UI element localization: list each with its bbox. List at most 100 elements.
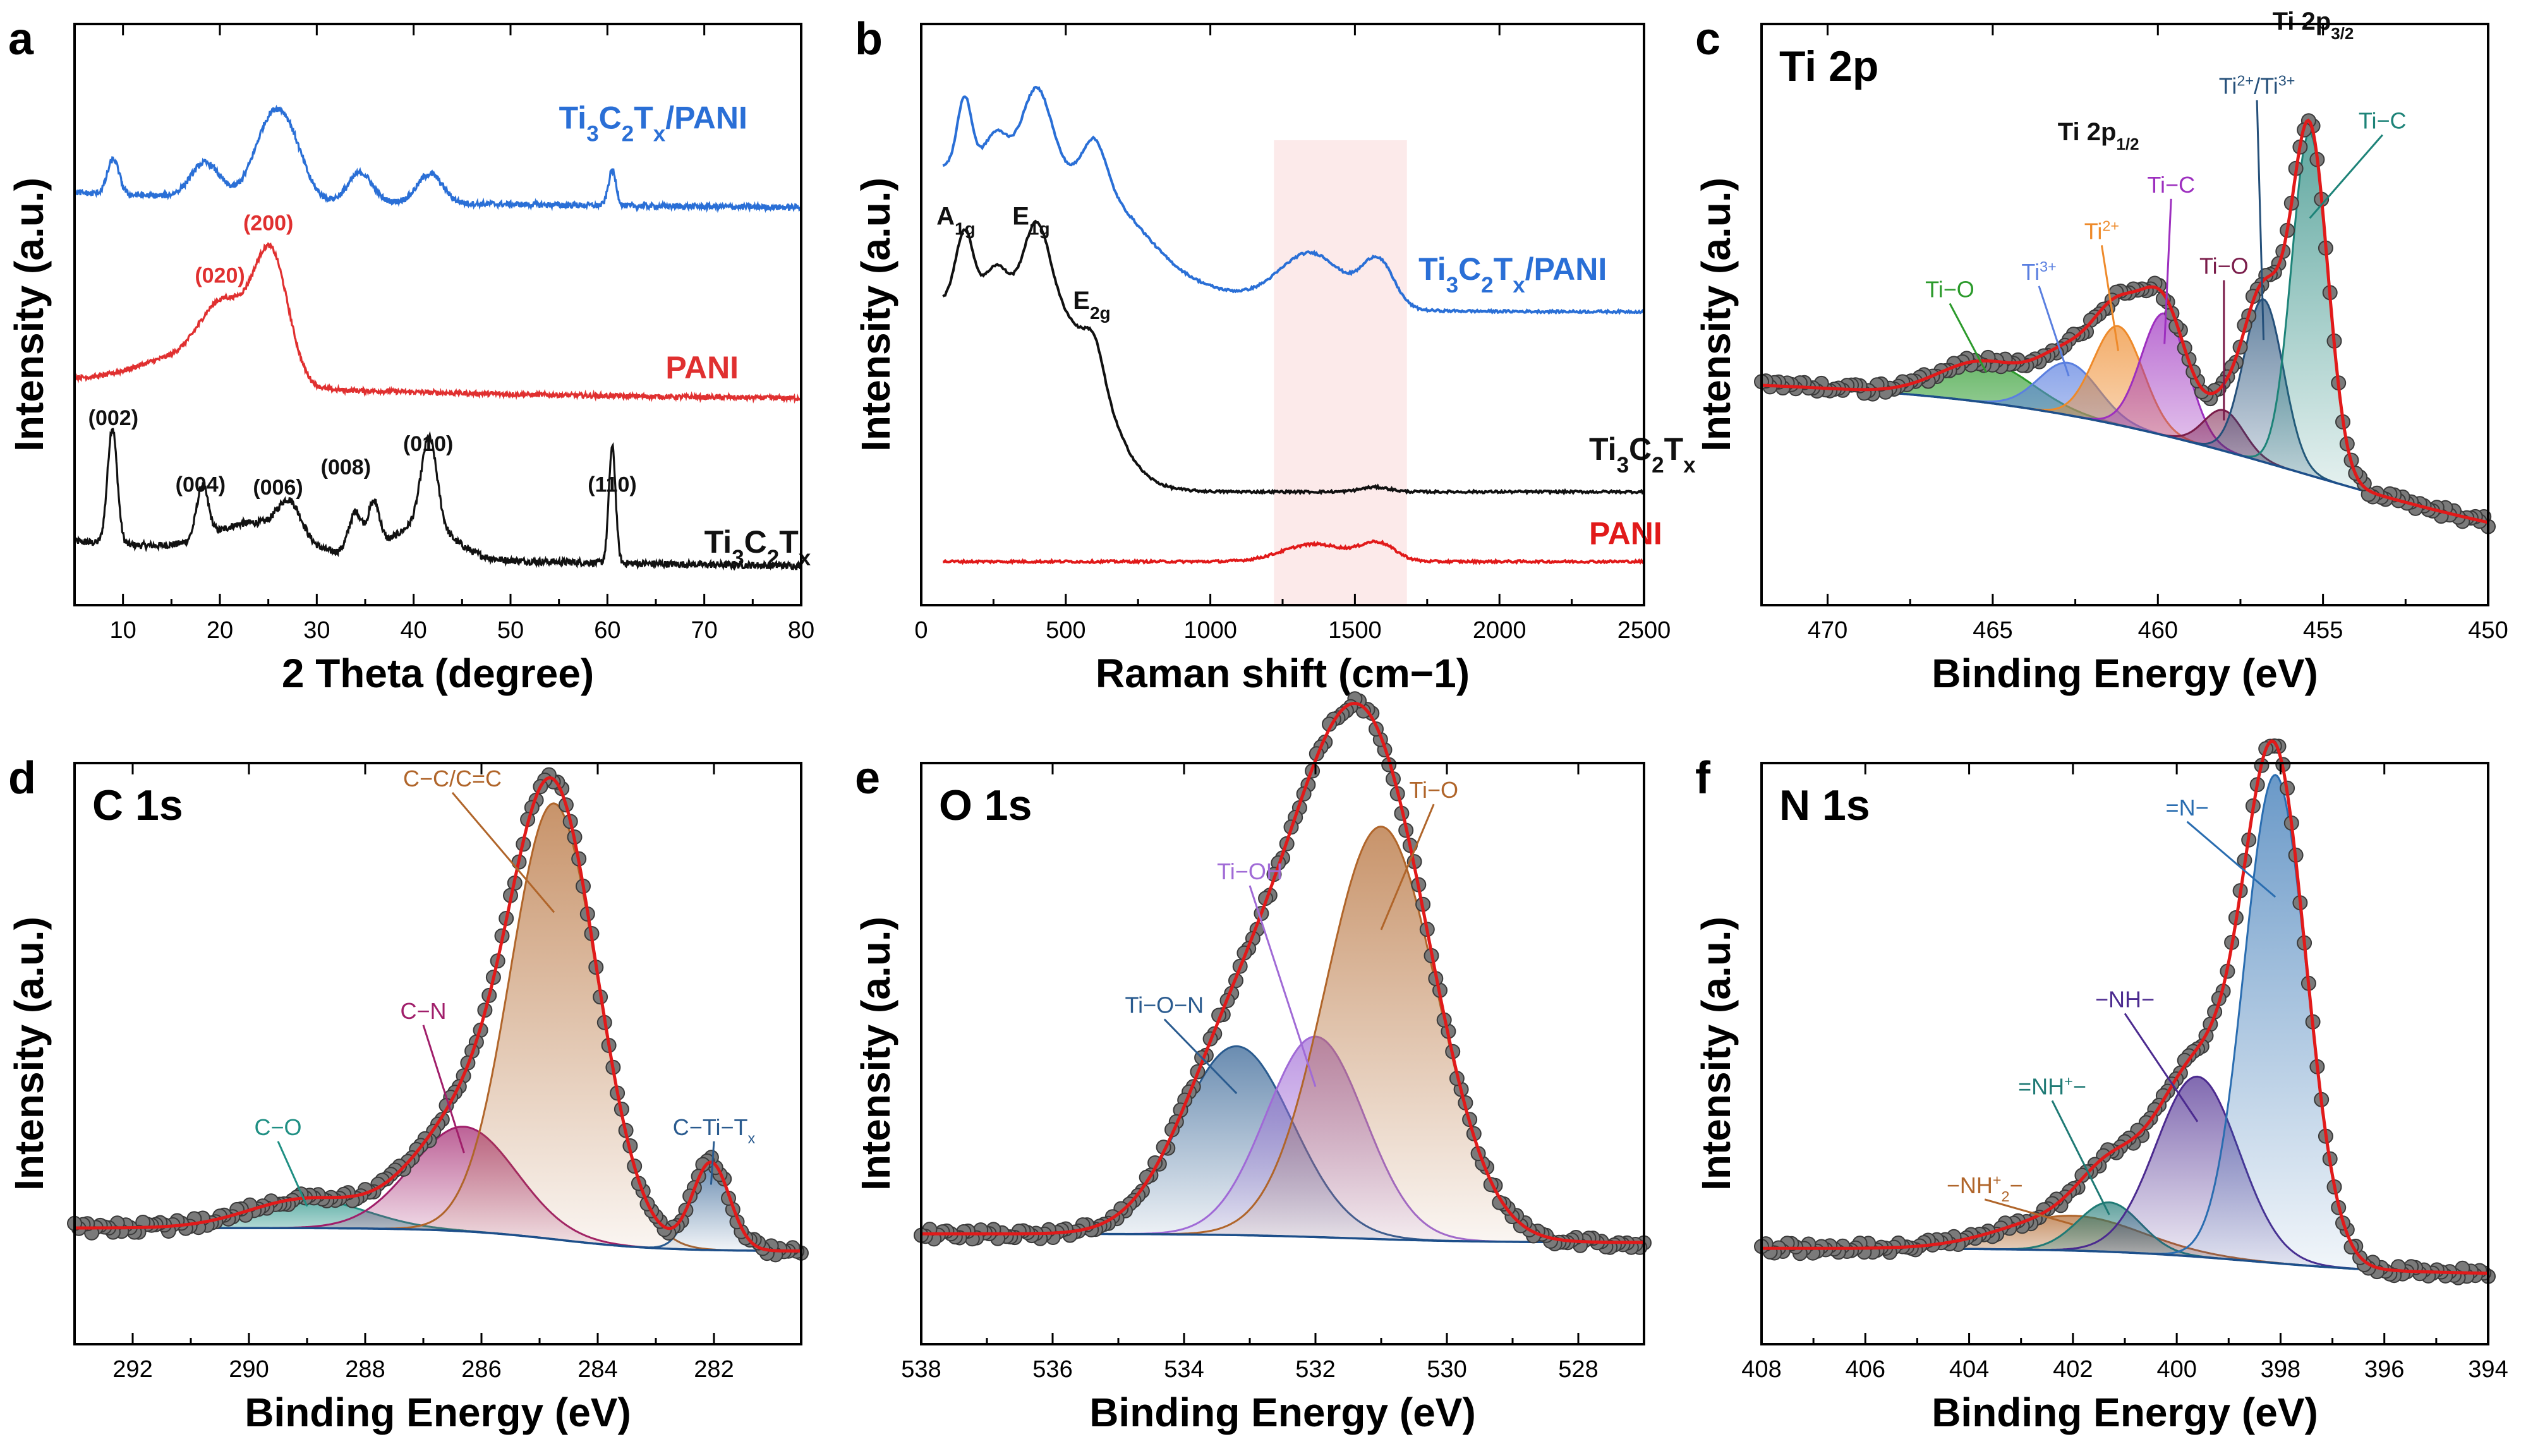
highlight-band <box>1274 140 1407 605</box>
leader-line <box>2100 245 2120 351</box>
x-tick-label: 532 <box>1295 1356 1335 1383</box>
panel-b: PANI Ti3C2Tx Ti3C2Tx/PANI A1g E1g E2g 0 500 1000… <box>853 14 1696 696</box>
series-label: PANI <box>1589 515 1662 551</box>
component-label: C−C/C=C <box>403 766 502 791</box>
component-fill <box>75 1126 801 1251</box>
x-axis-label: Binding Energy (eV) <box>1932 1390 2318 1435</box>
component-fill <box>921 1037 1644 1242</box>
peak-label: (004) <box>176 473 226 497</box>
component-fill <box>1762 1076 2488 1273</box>
x-tick-label: 40 <box>401 617 427 644</box>
panel-letter: b <box>855 14 883 64</box>
x-tick-label: 528 <box>1558 1356 1598 1383</box>
x-tick-label: 30 <box>303 617 330 644</box>
x-tick-label: 2000 <box>1473 617 1527 644</box>
leader-line <box>422 1025 465 1153</box>
y-axis-label: Intensity (a.u.) <box>6 177 52 452</box>
panel-letter: d <box>8 753 36 803</box>
panel-letter: c <box>1695 14 1720 64</box>
x-tick-label: 406 <box>1846 1356 1885 1383</box>
leader-line <box>2309 134 2383 219</box>
x-tick-label: 408 <box>1741 1356 1781 1383</box>
plot-frame <box>1760 23 2489 606</box>
component-label: Ti3+ <box>2021 258 2056 285</box>
component-label: Ti 2p1/2 <box>2058 118 2139 153</box>
series-label: PANI <box>665 350 739 385</box>
component-label: C−N <box>400 998 446 1024</box>
peak-label: (002) <box>88 406 138 430</box>
component-label: C−Ti−Tx <box>673 1114 756 1146</box>
component-label: Ti−C <box>2147 172 2195 198</box>
component-label: Ti2+ <box>2084 217 2119 244</box>
peak-label: (020) <box>195 263 245 287</box>
x-tick-label: 80 <box>788 617 814 644</box>
panel-letter: a <box>8 14 34 64</box>
component-label: Ti−O <box>1409 777 1458 803</box>
panel-letter: f <box>1695 753 1711 803</box>
series-label: Ti3C2Tx <box>1589 431 1696 478</box>
x-tick-label: 460 <box>2138 617 2178 644</box>
component-line <box>1762 774 2488 1275</box>
x-tick-label: 60 <box>594 617 620 644</box>
component-fill <box>75 1163 801 1251</box>
leader-line <box>2051 1100 2110 1215</box>
series-label: Ti3C2Tx/PANI <box>559 100 747 147</box>
plot-frame <box>1760 762 2489 1345</box>
panel-letter: e <box>855 753 880 803</box>
series-line-Ti3C2Tx <box>73 428 802 571</box>
x-axis-label: Binding Energy (eV) <box>1089 1390 1476 1435</box>
panel-e: Ti−O−N Ti−OH Ti−O 538 536 534 532 530 528 Binding… <box>853 691 1652 1435</box>
component-label: Ti−O <box>1925 276 1974 302</box>
leader-line <box>2124 1013 2199 1122</box>
x-tick-label: 450 <box>2468 617 2508 644</box>
x-tick-label: 404 <box>1949 1356 1989 1383</box>
x-tick-label: 284 <box>577 1356 617 1383</box>
envelope-line <box>1761 118 2489 524</box>
mode-label: E2g <box>1073 287 1110 323</box>
x-tick-label: 282 <box>694 1356 734 1383</box>
x-axis-label: 2 Theta (degree) <box>282 651 594 696</box>
plot-frame <box>73 762 802 1345</box>
leader-line <box>1248 885 1317 1087</box>
component-fill <box>921 826 1644 1242</box>
component-fill <box>1762 132 2488 523</box>
x-tick-label: 396 <box>2364 1356 2404 1383</box>
x-tick-label: 534 <box>1164 1356 1204 1383</box>
y-axis-label: Intensity (a.u.) <box>1693 917 1739 1191</box>
plot-frame <box>920 762 1645 1345</box>
component-label: C−O <box>254 1114 301 1140</box>
y-axis-label: Intensity (a.u.) <box>853 917 898 1191</box>
component-label: Ti−OH <box>1217 858 1283 884</box>
x-tick-label: 530 <box>1427 1356 1466 1383</box>
x-tick-label: 288 <box>345 1356 385 1383</box>
mode-label: E1g <box>1012 202 1049 238</box>
x-tick-label: 0 <box>914 617 928 644</box>
mode-label: A1g <box>936 202 976 238</box>
peak-label: (008) <box>321 455 371 479</box>
panel-f: −NH+2− =NH+− −NH− =N− 408 406 404 402 400 398 396 3… <box>1693 738 2508 1435</box>
panel-d: C−O C−N C−C/C=C C−Ti−Tx 292 290 288 286 284 282 Bi… <box>6 753 809 1435</box>
series-line-Ti3C2TxPANI <box>73 104 801 214</box>
component-label: −NH+2− <box>1947 1172 2023 1205</box>
x-tick-label: 536 <box>1032 1356 1072 1383</box>
panel-c: Ti−O Ti3+ Ti2+ Ti−C Ti−O Ti2+/Ti3+ Ti−C Ti 2p1/… <box>1693 8 2508 696</box>
leader-line <box>710 1141 715 1185</box>
x-tick-label: 1500 <box>1328 617 1382 644</box>
leader-line <box>2038 286 2070 376</box>
x-tick-label: 290 <box>229 1356 269 1383</box>
plot-frame <box>73 23 802 606</box>
y-axis-label: Intensity (a.u.) <box>1693 177 1739 452</box>
x-tick-label: 400 <box>2156 1356 2196 1383</box>
x-tick-label: 402 <box>2053 1356 2093 1383</box>
leader-line <box>2186 821 2276 898</box>
panel-title: O 1s <box>939 781 1032 829</box>
component-fill <box>75 803 801 1251</box>
component-label: Ti−C <box>2359 108 2407 134</box>
x-tick-label: 70 <box>691 617 718 644</box>
component-label: =N− <box>2166 795 2209 821</box>
envelope-line <box>921 701 1644 1244</box>
envelope-line <box>75 776 802 1253</box>
panel-title: Ti 2p <box>1779 42 1878 90</box>
